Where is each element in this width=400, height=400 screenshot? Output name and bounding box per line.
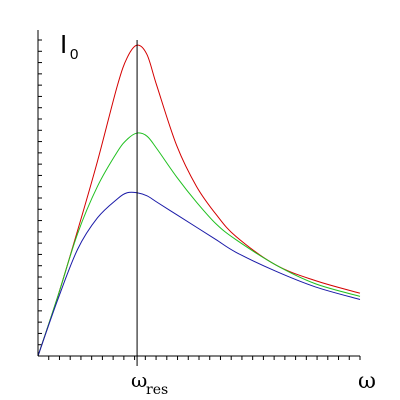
curves	[37, 44, 361, 357]
y-axis-label-sub: 0	[70, 46, 78, 63]
tick-marks	[38, 39, 361, 360]
series-line-3	[37, 191, 361, 357]
x-tick-label-resonance: ω	[131, 368, 147, 392]
x-axis-label: ω	[358, 369, 376, 394]
series-line-1	[37, 44, 361, 357]
x-tick-label-resonance-sub: res	[146, 382, 168, 398]
series-line-2	[37, 132, 361, 357]
y-axis-label: I	[60, 29, 67, 59]
